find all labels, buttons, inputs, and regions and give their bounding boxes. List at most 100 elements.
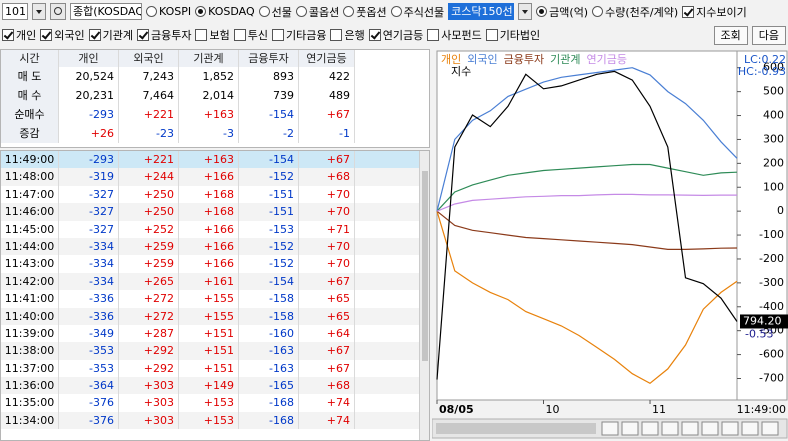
product-select[interactable]: 코스닥150선 xyxy=(448,3,515,20)
checkbox-option[interactable]: 기타법인 xyxy=(485,27,540,43)
checkbox[interactable] xyxy=(682,5,695,18)
cell: +71 xyxy=(299,220,355,238)
checkbox[interactable] xyxy=(427,29,440,41)
checkbox-option[interactable]: 기관계 xyxy=(88,27,133,43)
checkbox[interactable] xyxy=(40,29,53,41)
code-input[interactable]: 101 xyxy=(2,3,28,20)
cell: +74 xyxy=(299,394,355,412)
checkbox-option[interactable]: 보험 xyxy=(195,27,230,43)
checkbox-option[interactable]: 투신 xyxy=(233,27,268,43)
cell: -293 xyxy=(59,151,119,169)
checkbox-option[interactable]: 외국인 xyxy=(40,27,85,43)
button[interactable]: 조회 xyxy=(713,25,748,45)
current-time: 11:49:00 xyxy=(737,403,786,416)
cell: +250 xyxy=(119,203,179,221)
time-cell: 11:41:00 xyxy=(1,290,59,308)
checkbox-option[interactable]: 개인 xyxy=(2,27,36,43)
table-row[interactable]: 11:36:00 -364 +303 +149 -165 +68 xyxy=(1,377,429,395)
radio-option[interactable]: 주식선물 xyxy=(390,4,445,20)
checkbox[interactable] xyxy=(485,29,498,41)
time-cell: 11:36:00 xyxy=(1,377,59,395)
cell: +168 xyxy=(179,185,239,204)
radio[interactable] xyxy=(390,6,402,17)
checkbox-option[interactable]: 연기금등 xyxy=(368,27,423,43)
scroll-button xyxy=(701,421,719,436)
radio-option[interactable]: KOSDAQ xyxy=(195,5,255,18)
table-row[interactable]: 11:34:00 -376 +303 +153 -168 +74 xyxy=(1,411,429,430)
checkbox[interactable] xyxy=(88,29,101,41)
radio-option[interactable]: KOSPI xyxy=(146,5,191,18)
table-row[interactable]: 11:46:00 -327 +250 +168 -151 +70 xyxy=(1,203,429,221)
radio[interactable] xyxy=(258,6,270,17)
scroll-button xyxy=(621,421,639,436)
table-row[interactable]: 11:41:00 -336 +272 +155 -158 +65 xyxy=(1,290,429,308)
cell: +292 xyxy=(119,342,179,360)
checkbox-label: 기관계 xyxy=(102,29,133,42)
radio[interactable] xyxy=(146,6,157,17)
radio-option[interactable]: 수량(천주/계약) xyxy=(592,4,678,20)
radio[interactable] xyxy=(592,6,604,17)
search-button[interactable] xyxy=(50,3,66,20)
table-row[interactable]: 11:49:00 -293 +221 +163 -154 +67 xyxy=(1,151,429,169)
radio-label: 주식선물 xyxy=(403,5,445,19)
button[interactable]: 다음 xyxy=(751,25,786,45)
radio-option[interactable]: 콜옵션 xyxy=(295,4,339,20)
market-input[interactable]: 종합(KOSDAQ xyxy=(70,3,142,20)
table-row[interactable]: 11:45:00 -327 +252 +166 -153 +71 xyxy=(1,220,429,238)
series-line xyxy=(436,193,737,212)
radio-option[interactable]: 풋옵션 xyxy=(343,4,387,20)
checkbox-option[interactable]: 지수보이기 xyxy=(682,4,747,20)
cell: +65 xyxy=(299,290,355,308)
cell: -336 xyxy=(59,290,119,308)
checkbox[interactable] xyxy=(195,29,208,41)
scrollbar[interactable] xyxy=(419,151,429,440)
checkbox[interactable] xyxy=(137,29,149,41)
radio[interactable] xyxy=(343,6,355,17)
checkbox-option[interactable]: 기타금융 xyxy=(271,27,326,43)
table-row[interactable]: 11:47:00 -327 +250 +168 -151 +70 xyxy=(1,185,429,204)
cell: 20,524 xyxy=(59,67,119,87)
table-row[interactable]: 11:40:00 -336 +272 +155 -158 +65 xyxy=(1,307,429,325)
checkbox-option[interactable]: 사모펀드 xyxy=(427,27,482,43)
table-row[interactable]: 11:43:00 -334 +259 +166 -152 +70 xyxy=(1,255,429,273)
dropdown-button[interactable] xyxy=(32,3,46,20)
cell: -152 xyxy=(239,168,299,186)
table-row[interactable]: 11:42:00 -334 +265 +161 -154 +67 xyxy=(1,272,429,291)
radio[interactable] xyxy=(295,6,307,17)
cell: +64 xyxy=(299,324,355,343)
checkbox[interactable] xyxy=(271,29,284,41)
cell: -151 xyxy=(239,203,299,221)
radio[interactable] xyxy=(536,6,548,17)
checkbox-option[interactable]: 은행 xyxy=(330,27,365,43)
table-row[interactable]: 11:35:00 -376 +303 +153 -168 +74 xyxy=(1,394,429,412)
scroll-thumb[interactable] xyxy=(422,171,428,361)
cell: +151 xyxy=(179,359,239,378)
scroll-button xyxy=(661,421,679,436)
table-row[interactable]: 11:37:00 -353 +292 +151 -163 +67 xyxy=(1,359,429,378)
checkbox-label: 지수보이기 xyxy=(696,5,747,19)
radio-option[interactable]: 금액(억) xyxy=(536,4,588,20)
checkbox-option[interactable]: 금융투자 xyxy=(137,27,191,43)
checkbox[interactable] xyxy=(330,29,343,41)
cell: -160 xyxy=(239,324,299,343)
checkbox[interactable] xyxy=(368,29,381,41)
checkbox[interactable] xyxy=(233,29,246,41)
dropdown-button[interactable] xyxy=(518,3,533,20)
table-row[interactable]: 11:44:00 -334 +259 +166 -152 +70 xyxy=(1,237,429,256)
table-row[interactable]: 11:48:00 -319 +244 +166 -152 +68 xyxy=(1,168,429,186)
radio[interactable] xyxy=(195,6,207,17)
time-cell: 11:45:00 xyxy=(1,220,59,238)
checkbox-label: 은행 xyxy=(344,29,365,42)
table-row[interactable]: 11:39:00 -349 +287 +151 -160 +64 xyxy=(1,324,429,343)
row-label: 증감 xyxy=(1,124,59,144)
table-row[interactable]: 11:38:00 -353 +292 +151 -163 +67 xyxy=(1,342,429,360)
summary-row: 매 도 20,524 7,243 1,852 893 422 xyxy=(1,67,429,87)
radio-option[interactable]: 선물 xyxy=(258,4,292,20)
cell: +65 xyxy=(299,307,355,325)
cell: -336 xyxy=(59,307,119,325)
checkbox[interactable] xyxy=(2,29,14,41)
cell: +292 xyxy=(119,359,179,378)
cell: +70 xyxy=(299,185,355,204)
cell: +163 xyxy=(179,151,239,169)
cell: +259 xyxy=(119,255,179,273)
